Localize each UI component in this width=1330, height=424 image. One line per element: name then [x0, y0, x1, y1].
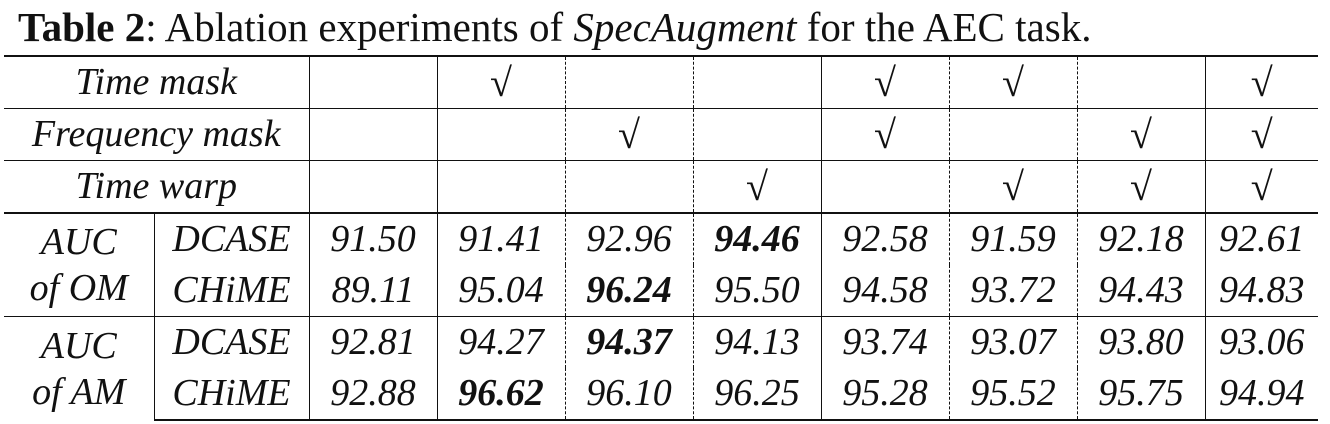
auc-value: 92.81: [308, 316, 437, 368]
empty-cell: [308, 55, 437, 109]
check-mark: √: [1204, 160, 1318, 213]
auc-value: 91.59: [948, 212, 1077, 265]
ablation-table: Time mask √ √ √ √ Frequency mask √ √ √ √ Time warp…: [4, 55, 1318, 421]
header-row: Time mask √ √ √ √: [4, 55, 1318, 109]
auc-value: 95.04: [436, 265, 565, 317]
empty-cell: [692, 55, 821, 109]
check-mark: √: [948, 160, 1077, 213]
table-row: AUC of OM DCASE 91.50 91.41 92.96 94.46 92.58 91…: [4, 212, 1318, 317]
empty-cell: [564, 160, 693, 213]
auc-value: 95.52: [948, 368, 1077, 421]
empty-cell: [308, 108, 437, 161]
auc-value: 94.46: [692, 212, 821, 265]
metric-group-label: AUC of OM: [4, 212, 154, 317]
auc-value: 93.72: [948, 265, 1077, 317]
auc-value: 91.41: [436, 212, 565, 265]
caption-label: Table 2: [18, 4, 146, 50]
auc-value: 94.13: [692, 316, 821, 368]
augmentation-label: Frequency mask: [4, 108, 309, 161]
auc-value: 92.61: [1204, 212, 1318, 265]
auc-value: 92.18: [1076, 212, 1205, 265]
check-mark: √: [436, 55, 565, 109]
augmentation-label: Time mask: [4, 55, 309, 109]
check-mark: √: [820, 108, 949, 161]
auc-value: 95.50: [692, 265, 821, 317]
empty-cell: [820, 160, 949, 213]
auc-value: 91.50: [308, 212, 437, 265]
auc-value: 92.96: [564, 212, 693, 265]
auc-value: 96.62: [436, 368, 565, 421]
header-row: Time warp √ √ √ √: [4, 160, 1318, 213]
auc-value: 92.88: [308, 368, 437, 421]
check-mark: √: [1076, 160, 1205, 213]
auc-value: 96.25: [692, 368, 821, 421]
auc-value: 89.11: [308, 265, 437, 317]
check-mark: √: [1076, 108, 1205, 161]
check-mark: √: [948, 55, 1077, 109]
empty-cell: [1076, 55, 1205, 109]
check-mark: √: [820, 55, 949, 109]
dataset-label: DCASE: [153, 316, 309, 368]
dataset-label: CHiME: [153, 265, 309, 317]
dataset-label: CHiME: [153, 368, 309, 421]
caption-text-after: for the AEC task.: [796, 4, 1092, 50]
auc-value: 93.06: [1204, 316, 1318, 368]
auc-value: 94.83: [1204, 265, 1318, 317]
table-row: CHiME 92.88 96.62 96.10 96.25 95.28 95.52 95.75…: [4, 368, 1318, 421]
caption-text-before: : Ablation experiments of: [145, 4, 574, 50]
auc-value: 93.74: [820, 316, 949, 368]
table-body: Time mask √ √ √ √ Frequency mask √ √ √ √ Time warp…: [4, 55, 1318, 421]
table-row: CHiME 89.11 95.04 96.24 95.50 94.58 93.72 94.43…: [4, 265, 1318, 317]
header-row: Frequency mask √ √ √ √: [4, 108, 1318, 161]
check-mark: √: [564, 108, 693, 161]
auc-value: 94.58: [820, 265, 949, 317]
auc-value: 94.27: [436, 316, 565, 368]
auc-value: 94.37: [564, 316, 693, 368]
check-mark: √: [692, 160, 821, 213]
empty-cell: [692, 108, 821, 161]
dataset-label: DCASE: [153, 212, 309, 265]
auc-value: 94.94: [1204, 368, 1318, 421]
check-mark: √: [1204, 108, 1318, 161]
empty-cell: [564, 55, 693, 109]
caption-emphasis: SpecAugment: [573, 4, 797, 50]
metric-label-line1: AUC: [40, 324, 117, 367]
auc-value: 93.07: [948, 316, 1077, 368]
empty-cell: [436, 108, 565, 161]
auc-value: 95.28: [820, 368, 949, 421]
table-caption: Table 2: Ablation experiments of SpecAug…: [18, 2, 1318, 54]
auc-value: 92.58: [820, 212, 949, 265]
metric-label-line2: of AM: [32, 370, 126, 413]
augmentation-label: Time warp: [4, 160, 309, 213]
check-mark: √: [1204, 55, 1318, 109]
auc-value: 93.80: [1076, 316, 1205, 368]
auc-value: 94.43: [1076, 265, 1205, 317]
empty-cell: [948, 108, 1077, 161]
metric-label-line1: AUC: [40, 221, 117, 263]
auc-value: 95.75: [1076, 368, 1205, 421]
auc-value: 96.10: [564, 368, 693, 421]
auc-value: 96.24: [564, 265, 693, 317]
empty-cell: [436, 160, 565, 213]
metric-group-label: AUC of AM: [4, 316, 154, 420]
table-row: AUC of AM DCASE 92.81 94.27 94.37 94.13 93.74 93…: [4, 316, 1318, 420]
empty-cell: [308, 160, 437, 213]
metric-label-line2: of OM: [29, 267, 128, 309]
